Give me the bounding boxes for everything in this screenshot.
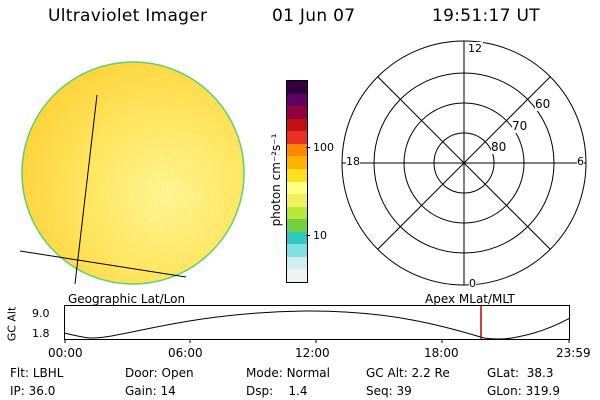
uv-image-panel <box>19 61 245 285</box>
glon-field: GLon: 319.9 <box>487 384 560 398</box>
filter-field: Flt: LBHL <box>10 366 64 380</box>
colorbar-segment <box>287 156 307 169</box>
colorbar-segment <box>287 231 307 245</box>
apex-label: Apex MLat/MLT <box>425 292 515 306</box>
polar-plot <box>341 40 587 286</box>
colorbar-segment <box>287 244 307 257</box>
door-field: Door: Open <box>125 366 194 380</box>
mode-field: Mode: Normal <box>246 366 330 380</box>
colorbar <box>286 80 308 283</box>
x-tick-label: 18:00 <box>424 346 459 360</box>
colorbar-segment <box>287 131 307 144</box>
colorbar-segment <box>287 256 307 270</box>
colorbar-segment <box>287 93 307 107</box>
mlt-label-right: 6 <box>577 155 584 168</box>
date-label: 01 Jun 07 <box>272 6 356 26</box>
colorbar-tick <box>306 147 310 148</box>
time-label: 19:51:17 UT <box>432 6 540 26</box>
colorbar-segment <box>287 168 307 182</box>
colorbar-segment <box>287 143 307 157</box>
x-tick-label: 00:00 <box>48 346 83 360</box>
colorbar-segment <box>287 181 307 195</box>
glat-field: GLat: 38.3 <box>487 366 554 380</box>
instrument-title: Ultraviolet Imager <box>48 6 208 26</box>
altitude-curve <box>64 310 571 340</box>
mlt-label-bottom: 0 <box>469 277 476 290</box>
colorbar-segment <box>287 81 307 94</box>
y-tick-label: 1.8 <box>32 327 50 340</box>
latitude-line <box>19 250 187 278</box>
colorbar-segment <box>287 206 307 220</box>
gain-field: Gain: 14 <box>125 384 176 398</box>
lat-label-80: 80 <box>491 140 507 154</box>
colorbar-unit-label: photon cm⁻²s⁻¹ <box>269 133 283 227</box>
colorbar-tick-label: 100 <box>313 141 334 154</box>
geographic-label: Geographic Lat/Lon <box>68 292 186 306</box>
mlt-label-left: 18 <box>346 155 360 168</box>
lat-label-60: 60 <box>535 97 551 111</box>
colorbar-segment <box>287 194 307 207</box>
gc-alt-axis-label: GC Alt <box>5 306 19 342</box>
seq-field: Seq: 39 <box>366 384 412 398</box>
x-tick-label: 06:00 <box>168 346 203 360</box>
colorbar-segment <box>287 269 307 282</box>
lat-label-70: 70 <box>512 119 528 133</box>
colorbar-segment <box>287 118 307 132</box>
gc-alt-field: GC Alt: 2.2 Re <box>366 366 450 380</box>
colorbar-tick <box>306 235 310 236</box>
x-tick-label: 12:00 <box>295 346 330 360</box>
x-tick-label: 23:59 <box>556 346 591 360</box>
altitude-plot <box>64 305 571 343</box>
colorbar-tick-label: 10 <box>313 229 327 242</box>
ip-field: IP: 36.0 <box>10 384 56 398</box>
y-tick-label: 9.0 <box>32 307 50 320</box>
longitude-line <box>74 94 98 285</box>
colorbar-segment <box>287 106 307 119</box>
colorbar-segment <box>287 219 307 232</box>
mlt-label-top: 12 <box>467 42 483 55</box>
dsp-field: Dsp: 1.4 <box>246 384 308 398</box>
